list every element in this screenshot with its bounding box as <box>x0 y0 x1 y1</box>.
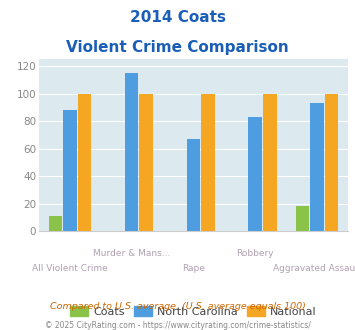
Bar <box>248 117 262 231</box>
Bar <box>296 206 309 231</box>
Text: Aggravated Assault: Aggravated Assault <box>273 264 355 273</box>
Bar <box>78 94 91 231</box>
Bar <box>140 94 153 231</box>
Bar <box>310 103 324 231</box>
Text: Murder & Mans...: Murder & Mans... <box>93 249 170 258</box>
Text: Violent Crime Comparison: Violent Crime Comparison <box>66 40 289 54</box>
Text: Compared to U.S. average. (U.S. average equals 100): Compared to U.S. average. (U.S. average … <box>50 302 305 311</box>
Bar <box>325 94 338 231</box>
Text: 2014 Coats: 2014 Coats <box>130 10 225 25</box>
Bar <box>263 94 277 231</box>
Bar <box>201 94 215 231</box>
Bar <box>125 73 138 231</box>
Bar <box>49 216 62 231</box>
Legend: Coats, North Carolina, National: Coats, North Carolina, National <box>66 302 321 321</box>
Bar <box>187 139 200 231</box>
Text: © 2025 CityRating.com - https://www.cityrating.com/crime-statistics/: © 2025 CityRating.com - https://www.city… <box>45 321 310 330</box>
Text: Rape: Rape <box>182 264 205 273</box>
Bar <box>63 110 77 231</box>
Text: All Violent Crime: All Violent Crime <box>32 264 108 273</box>
Text: Robbery: Robbery <box>236 249 274 258</box>
